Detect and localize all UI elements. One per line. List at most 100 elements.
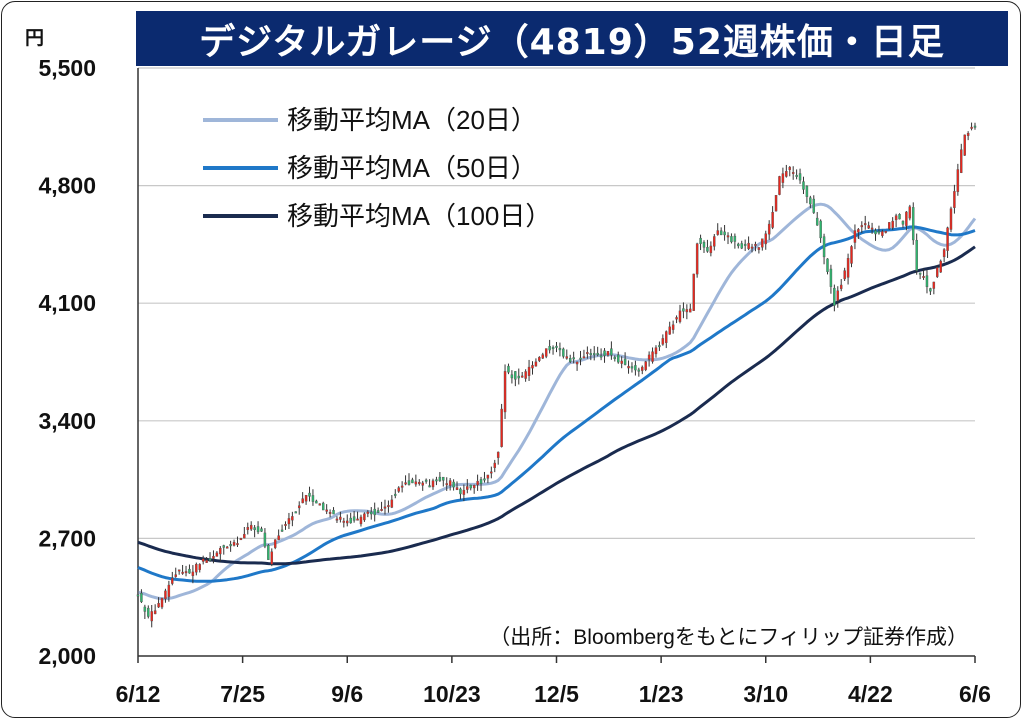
candle-body	[167, 584, 171, 597]
candle	[651, 347, 654, 364]
candle	[322, 501, 325, 511]
candle-body	[404, 482, 407, 485]
candle	[256, 521, 260, 535]
candle	[778, 175, 781, 196]
candle	[915, 233, 918, 275]
candle	[706, 239, 709, 253]
candle	[466, 479, 469, 494]
candle-body	[798, 173, 802, 181]
candle-body	[620, 360, 623, 364]
candle	[874, 228, 877, 241]
candle	[438, 472, 442, 482]
candle-body	[373, 508, 376, 516]
candle	[527, 359, 531, 381]
candle	[713, 233, 716, 251]
candle-body	[188, 568, 191, 574]
candle-body	[689, 308, 692, 313]
candle	[524, 369, 527, 382]
candle	[212, 550, 215, 564]
candle	[394, 489, 397, 499]
candle	[448, 477, 452, 491]
candle	[442, 476, 445, 487]
candle	[198, 563, 201, 573]
candle	[328, 509, 332, 518]
candle-body	[143, 606, 147, 612]
candle	[884, 230, 888, 234]
candle	[733, 233, 737, 249]
candle-body	[647, 354, 651, 360]
candle-body	[894, 215, 898, 221]
candle-body	[215, 552, 219, 557]
x-tick-label: 4/22	[848, 681, 893, 707]
candle-body	[651, 351, 654, 362]
candle	[860, 221, 864, 233]
candle	[544, 348, 548, 359]
candle-body	[582, 356, 586, 359]
candle	[781, 167, 785, 189]
ma-line-100	[137, 245, 976, 566]
candle-body	[249, 524, 253, 530]
candle-body	[846, 257, 850, 278]
candle-body	[754, 243, 757, 246]
candle-body	[579, 357, 582, 360]
candle	[682, 302, 685, 319]
candle-body	[932, 281, 936, 289]
candle-body	[695, 243, 699, 275]
candle	[411, 477, 414, 484]
legend-label: 移動平均MA（50日）	[287, 153, 537, 183]
candle-body	[572, 357, 575, 360]
candle	[325, 504, 328, 515]
moving-average-lines	[137, 202, 977, 601]
candle-body	[438, 476, 442, 482]
candle-body	[243, 533, 246, 539]
candle	[363, 512, 366, 522]
candle	[901, 220, 905, 228]
candle-body	[394, 493, 397, 496]
candle-body	[973, 125, 977, 128]
candle-body	[949, 208, 953, 230]
candle	[579, 350, 582, 366]
candle-body	[641, 366, 644, 371]
candle	[603, 348, 606, 363]
candle	[689, 303, 692, 313]
candle-body	[726, 235, 730, 238]
candle	[431, 478, 435, 490]
candle	[857, 228, 860, 239]
candle-body	[280, 529, 284, 532]
candle-body	[702, 241, 706, 248]
candle-body	[719, 230, 723, 236]
ma-line-50	[137, 225, 976, 583]
candle	[483, 471, 486, 483]
candle-body	[304, 495, 308, 502]
candle-body	[617, 354, 620, 363]
candle-body	[750, 246, 754, 249]
candle	[366, 510, 370, 518]
candle	[541, 352, 545, 360]
candle-body	[939, 260, 942, 273]
candle	[469, 484, 472, 491]
candle-body	[177, 569, 181, 572]
candle	[171, 571, 174, 586]
legend-item: 移動平均MA（20日）	[203, 105, 537, 135]
candle	[297, 501, 301, 515]
candle-body	[829, 268, 833, 287]
candle-body	[925, 275, 929, 288]
candle-body	[661, 338, 665, 345]
candle-body	[400, 485, 404, 488]
candle	[558, 342, 562, 357]
axes: 5,500 4,800 4,100 3,400 2,700 2,000 6/12 7/25 9/…	[38, 55, 991, 707]
candle-body	[586, 352, 589, 355]
candle-body	[225, 546, 229, 549]
y-axis-unit-label: 円	[25, 28, 44, 49]
candle	[294, 511, 298, 514]
candle	[665, 330, 668, 349]
candle	[555, 341, 558, 353]
candle	[678, 304, 682, 324]
candle-body	[273, 539, 277, 548]
candle-body	[836, 290, 840, 301]
candle	[809, 195, 812, 208]
candle	[641, 365, 644, 375]
candle-body	[644, 361, 647, 370]
candle-body	[222, 545, 225, 548]
candle	[922, 268, 925, 280]
